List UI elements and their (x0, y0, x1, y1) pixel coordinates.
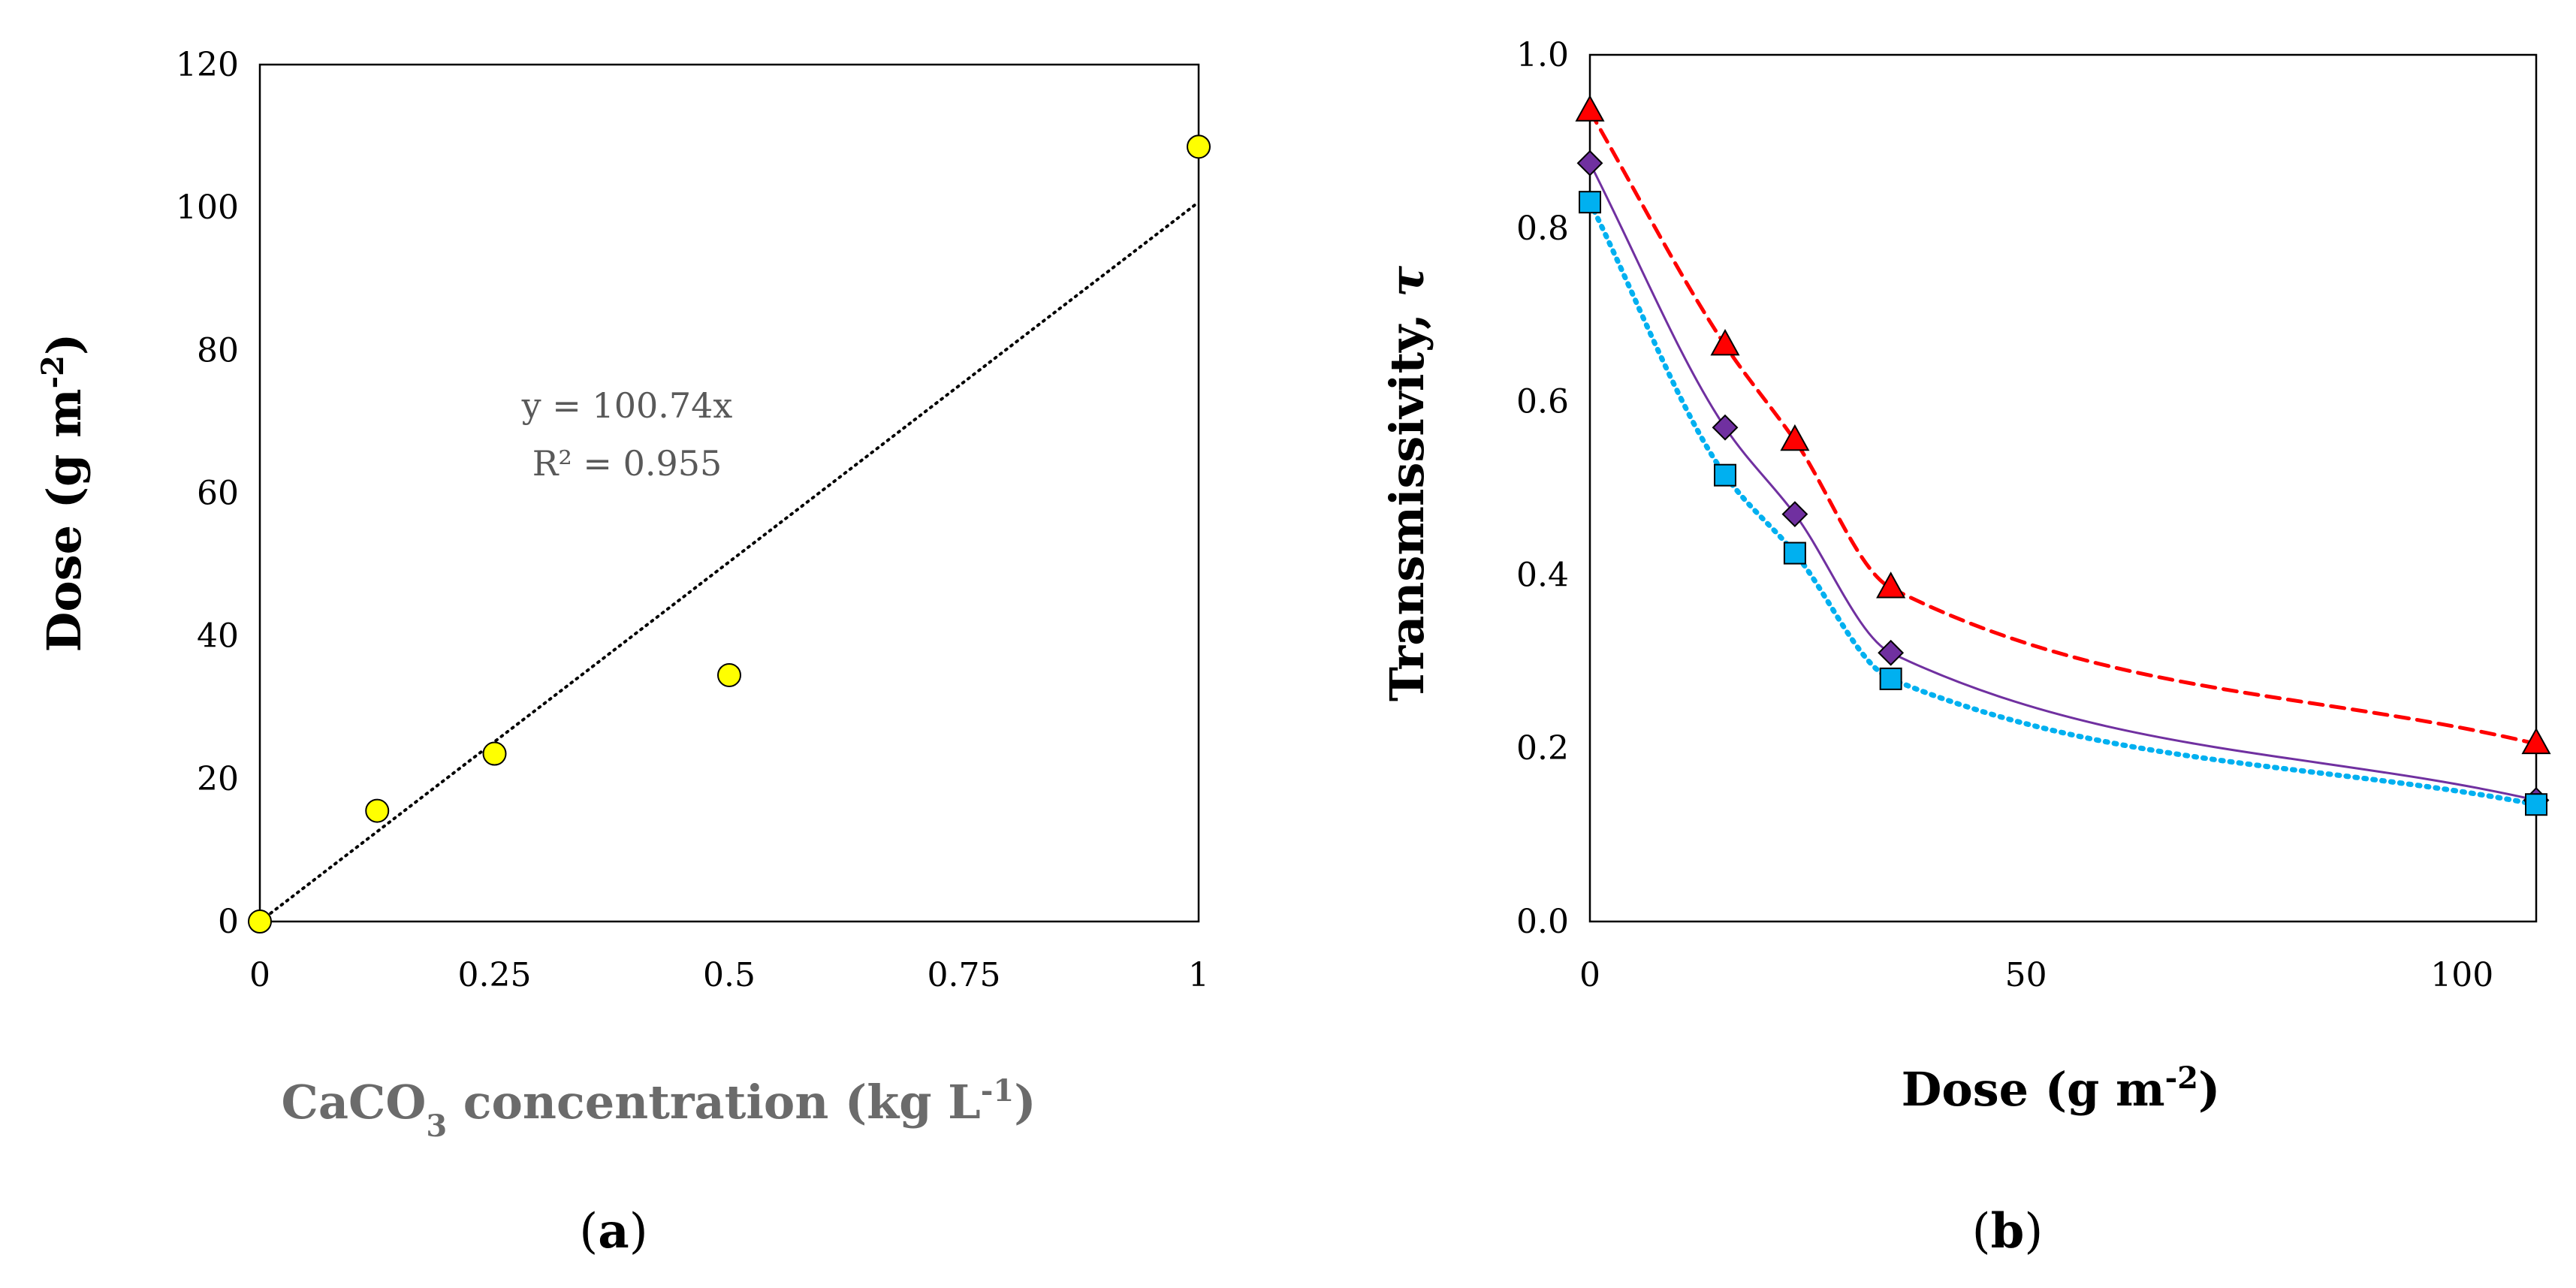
panel-a-y-tick-label: 40 (197, 617, 239, 656)
panel-b-y-tick-label: 0.8 (1516, 210, 1569, 248)
panel-a-y-tick-label: 120 (176, 46, 239, 84)
panel-a-x-title-main: CaCO (281, 1075, 426, 1130)
panel-b-y-title-main: Transmissivity, (1380, 297, 1434, 701)
panel-a-label-close: ) (629, 1204, 648, 1259)
panel-a-y-title-main: Dose (g m (37, 388, 92, 652)
panel-a-x-title-sub: 3 (426, 1109, 447, 1144)
panel-a-data-points (248, 134, 1211, 934)
panel-a-x-tick-label: 0.25 (458, 956, 532, 994)
panel-b-y-tick-label: 0.0 (1516, 903, 1569, 941)
panel-b-y-tick-label: 0.2 (1516, 729, 1569, 768)
panel-b-point-series-1 (1780, 424, 1810, 451)
panel-b-x-ticks: 0 50 100 (1579, 956, 2493, 994)
panel-b-point-series-3 (1879, 667, 1902, 690)
panel-b-chart: 0.0 0.2 0.4 0.6 0.8 1.0 0 50 100 Transmissivity… (1380, 36, 2551, 1259)
panel-a-y-axis-title: Dose (g m-2) (35, 333, 92, 653)
panel-a-x-axis-title: CaCO3 concentration (kg L-1) (281, 1073, 1036, 1144)
panel-a-trend-r2: R² = 0.955 (532, 443, 722, 484)
panel-b-y-ticks: 0.0 0.2 0.4 0.6 0.8 1.0 (1516, 36, 1569, 941)
panel-b-series-lines (1587, 109, 2539, 807)
panel-b-point-series-2 (1781, 501, 1808, 528)
panel-b-label-open: ( (1972, 1204, 1991, 1259)
panel-a-point (1187, 134, 1211, 159)
panel-a-label-letter: a (598, 1203, 629, 1259)
panel-a-point (365, 798, 390, 823)
panel-a-plot-frame (258, 63, 1200, 923)
panel-a-trendline (258, 201, 1200, 923)
panel-a-x-title-exp: -1 (981, 1073, 1014, 1109)
panel-a-label: (a) (579, 1203, 647, 1259)
panel-b-x-tick-label: 100 (2430, 956, 2493, 994)
panel-b-x-title-close: ) (2198, 1062, 2220, 1117)
panel-b-plot-frame (1588, 53, 2538, 923)
panel-a-y-tick-label: 100 (176, 189, 239, 227)
panel-b-point-series-1 (1575, 95, 1605, 122)
panel-a-label-open: ( (579, 1204, 598, 1259)
panel-b-y-axis-title: Transmissivity, τ (1380, 266, 1434, 701)
panel-a-y-ticks: 0 20 40 60 80 100 120 (176, 46, 239, 941)
panel-b-label: (b) (1972, 1203, 2044, 1259)
panel-b-point-series-1 (1710, 328, 1740, 356)
panel-b-point-series-3 (2525, 793, 2547, 816)
panel-b-y-tick-label: 0.6 (1516, 383, 1569, 421)
panel-a-x-title-mid: concentration (kg L (447, 1075, 981, 1130)
panel-b-x-title-main: Dose (g m (1902, 1062, 2165, 1117)
panel-b-point-series-3 (1579, 191, 1601, 214)
panel-b-point-series-3 (1714, 463, 1736, 487)
panel-b-y-title-tau: τ (1380, 266, 1434, 297)
panel-b-point-series-2 (1878, 639, 1905, 666)
panel-a-x-ticks: 0 0.25 0.5 0.75 1 (249, 956, 1209, 994)
panel-a-y-tick-label: 20 (197, 760, 239, 798)
panel-b-y-tick-label: 1.0 (1516, 36, 1569, 74)
panel-b-point-series-2 (1712, 414, 1739, 441)
panel-b-data-points (1575, 95, 2551, 816)
panel-a-x-tick-label: 0.75 (928, 956, 1001, 994)
panel-b-y-tick-label: 0.4 (1516, 556, 1569, 594)
panel-b-series-line-3 (1587, 199, 2539, 807)
panel-b-x-axis-title: Dose (g m-2) (1902, 1060, 2221, 1118)
panel-b-label-letter: b (1991, 1203, 2025, 1259)
panel-b-point-series-2 (1576, 149, 1603, 176)
panel-b-label-close: ) (2024, 1204, 2043, 1259)
panel-a-x-tick-label: 0.5 (703, 956, 756, 994)
panel-b-point-series-1 (2521, 727, 2551, 755)
panel-a-x-tick-label: 1 (1188, 956, 1209, 994)
panel-b-series-line-1 (1588, 109, 2538, 746)
panel-b-x-title-exp: -2 (2165, 1060, 2198, 1096)
panel-a-chart: 0 20 40 60 80 100 120 0 0.25 0.5 0.75 1 y = 100.74… (35, 46, 1211, 1259)
panel-a-y-title-exp: -2 (35, 355, 71, 388)
panel-a-point (482, 741, 507, 766)
panel-a-point (248, 909, 272, 934)
panel-b-series-line-2 (1588, 161, 2538, 801)
panel-a-x-tick-label: 0 (249, 956, 270, 994)
panel-a-trendline-layer (258, 201, 1200, 923)
panel-a-point (717, 662, 741, 687)
panel-b-x-tick-label: 0 (1579, 956, 1600, 994)
panel-a-trend-equation: y = 100.74x (521, 385, 733, 426)
panel-b-x-tick-label: 50 (2005, 956, 2047, 994)
panel-a-y-tick-label: 60 (197, 475, 239, 513)
panel-a-x-title-close: ) (1014, 1075, 1036, 1130)
panel-b-point-series-1 (1876, 572, 1906, 599)
panel-b-point-series-3 (1783, 541, 1806, 565)
panel-a-y-tick-label: 0 (218, 903, 239, 941)
panel-a-y-tick-label: 80 (197, 331, 239, 370)
panel-a-y-title-close: ) (37, 333, 92, 355)
